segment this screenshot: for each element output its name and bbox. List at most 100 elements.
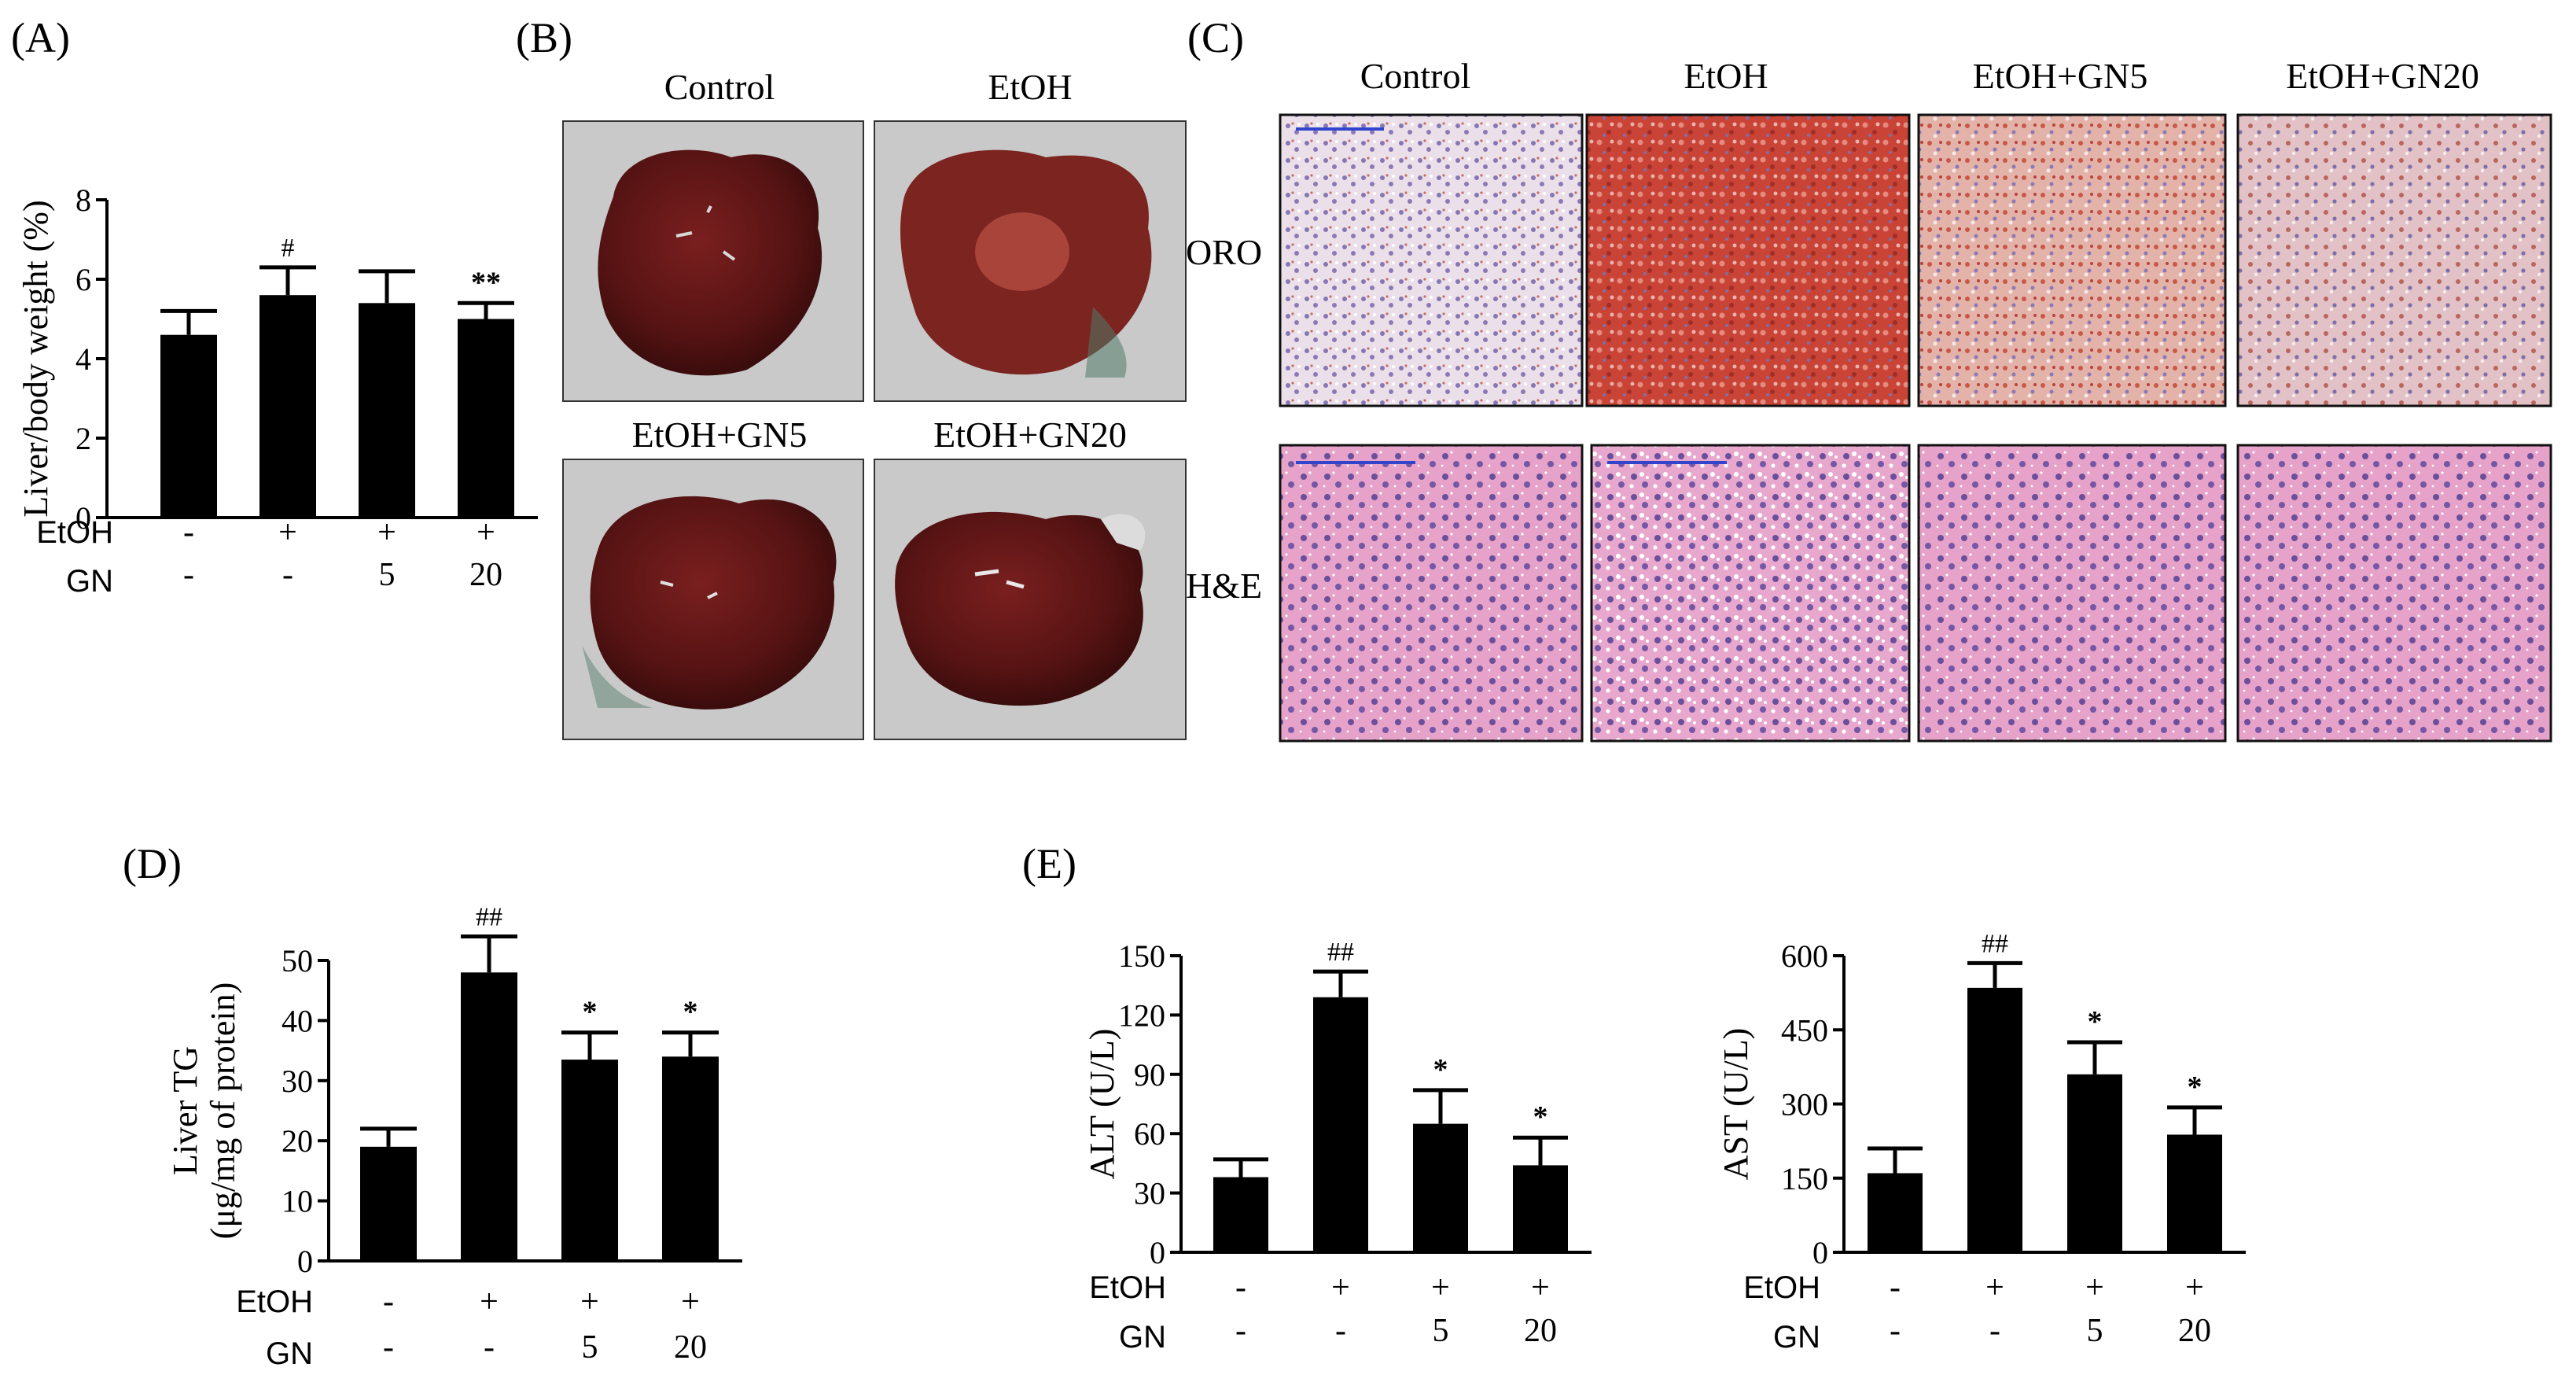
significance-marker: *: [2188, 1071, 2202, 1104]
photo-label-etoh-gn20: EtOH+GN20: [933, 415, 1127, 455]
photo-label-etoh: EtOH: [988, 67, 1072, 107]
chart-liver-body-weight: 0 2 4 6 8 Liver/body weight (%) - - # + - +5 ** +20 Et…: [17, 182, 538, 599]
significance-marker: *: [1533, 1100, 1548, 1133]
y-tick-label: 40: [282, 1003, 313, 1038]
histology-grid: Control EtOH EtOH+GN5 EtOH+GN20 ORO H&E: [1186, 56, 2552, 743]
y-tick-label: 50: [282, 943, 313, 979]
photo-label-control: Control: [664, 67, 775, 107]
bar: [1413, 1123, 1468, 1252]
y-tick-label: 150: [1781, 1161, 1828, 1196]
significance-marker: *: [2088, 1005, 2103, 1038]
etoh-condition-value: +: [377, 514, 396, 551]
photo-label-etoh-gn5: EtOH+GN5: [632, 415, 808, 455]
oro-image-etoh-gn20: [2236, 113, 2552, 407]
gn-row-label: GN: [66, 564, 113, 599]
significance-marker: *: [683, 996, 698, 1029]
y-axis-label-units: (μg/mg of protein): [204, 982, 242, 1240]
gn-row-label: GN: [266, 1336, 313, 1371]
y-tick-label: 30: [1134, 1176, 1165, 1211]
gn-condition-value: -: [383, 1329, 394, 1366]
y-axis-label: Liver TG: [166, 1046, 204, 1175]
panel-label-c: (C): [1187, 14, 1244, 61]
gn-condition-value: -: [484, 1329, 495, 1366]
etoh-row-label: EtOH: [36, 515, 113, 550]
histology-col-control: Control: [1360, 56, 1471, 96]
liver-photo-etoh-gn5: [562, 459, 864, 740]
liver-photo-control: [562, 120, 864, 402]
histology-row-oro: ORO: [1186, 232, 1262, 272]
y-tick-label: 10: [282, 1184, 313, 1219]
y-tick-label: 0: [1812, 1235, 1828, 1270]
etoh-row-label: EtOH: [236, 1285, 313, 1319]
etoh-condition-value: +: [480, 1284, 499, 1320]
liver-photo-etoh: [874, 120, 1187, 402]
gn-condition-value: 5: [2087, 1313, 2103, 1349]
bar: [1967, 987, 2022, 1252]
significance-marker: #: [282, 234, 295, 263]
bar: [1868, 1173, 1923, 1252]
bar: [458, 319, 514, 518]
gn-condition-value: -: [1335, 1313, 1346, 1349]
significance-marker: ##: [476, 902, 502, 931]
oro-image-control: [1279, 113, 1584, 407]
y-axis-label: ALT (U/L): [1083, 1029, 1121, 1180]
bar: [662, 1056, 719, 1261]
panel-label-e: (E): [1022, 840, 1076, 887]
liver-photo-grid: Control EtOH EtOH+GN5 EtOH+GN20: [562, 67, 1187, 740]
he-image-etoh-gn20: [2236, 444, 2552, 743]
panel-label-d: (D): [123, 840, 182, 887]
bar: [1513, 1165, 1568, 1252]
bar: [160, 334, 217, 518]
y-tick-label: 0: [297, 1244, 313, 1279]
gn-row-label: GN: [1119, 1320, 1166, 1355]
etoh-condition-value: +: [2085, 1270, 2104, 1306]
bar: [259, 295, 316, 518]
oro-image-etoh-gn5: [1917, 113, 2227, 407]
significance-marker: *: [1433, 1053, 1448, 1086]
bar: [2067, 1074, 2122, 1252]
significance-marker: ##: [1327, 938, 1354, 967]
he-image-etoh: [1590, 444, 1911, 743]
bar: [359, 303, 415, 518]
he-image-control: [1279, 444, 1584, 743]
y-tick-label: 4: [75, 341, 91, 377]
histology-col-etoh-gn20: EtOH+GN20: [2286, 56, 2479, 96]
liver-photo-etoh-gn20: [874, 459, 1187, 740]
y-tick-label: 0: [1150, 1235, 1165, 1270]
gn-condition-value: 5: [582, 1329, 598, 1366]
y-tick-label: 30: [282, 1063, 313, 1099]
etoh-condition-value: -: [183, 514, 194, 551]
bar: [1213, 1177, 1268, 1252]
y-tick-label: 8: [75, 182, 91, 218]
y-tick-label: 600: [1781, 938, 1828, 974]
significance-marker: ##: [1982, 929, 2008, 958]
histology-col-etoh-gn5: EtOH+GN5: [1973, 56, 2148, 96]
significance-marker: **: [471, 266, 501, 299]
etoh-condition-value: +: [681, 1284, 700, 1320]
y-tick-label: 120: [1118, 997, 1165, 1033]
gn-condition-value: 5: [1433, 1313, 1449, 1349]
histology-col-etoh: EtOH: [1684, 56, 1768, 96]
etoh-condition-value: +: [1531, 1270, 1550, 1306]
bar: [461, 972, 517, 1261]
etoh-condition-value: +: [278, 514, 297, 551]
chart-alt: 0 30 60 90 120 150 ALT (U/L) - - ## + - * +5 * +20 EtOH G…: [1083, 938, 1592, 1355]
y-tick-label: 150: [1118, 938, 1165, 974]
y-tick-label: 60: [1134, 1116, 1165, 1152]
y-tick-label: 0: [75, 500, 91, 536]
gn-condition-value: 20: [469, 557, 502, 593]
etoh-condition-value: +: [1331, 1270, 1350, 1306]
etoh-condition-value: +: [1985, 1270, 2004, 1306]
gn-condition-value: -: [1890, 1313, 1901, 1349]
panel-label-a: (A): [11, 14, 70, 61]
etoh-condition-value: +: [1431, 1270, 1450, 1306]
oro-image-etoh: [1585, 113, 1911, 407]
significance-marker: *: [583, 996, 598, 1029]
bar: [1313, 997, 1368, 1252]
y-tick-label: 300: [1781, 1087, 1828, 1122]
etoh-condition-value: +: [580, 1284, 599, 1320]
gn-row-label: GN: [1773, 1320, 1820, 1355]
histology-row-he: H&E: [1186, 566, 1262, 606]
gn-condition-value: 20: [2178, 1313, 2211, 1349]
